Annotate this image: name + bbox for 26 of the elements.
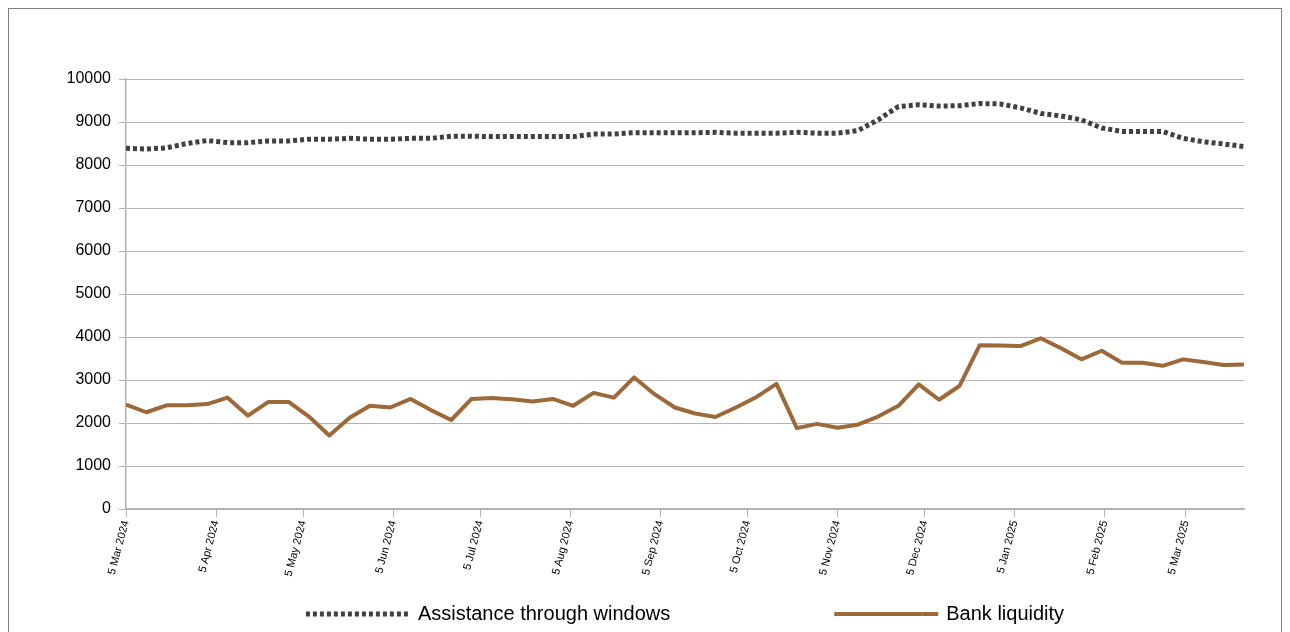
legend-label: Assistance through windows xyxy=(417,601,671,624)
x-tick-label: 5 Nov 2024 xyxy=(816,518,843,577)
x-tick-label: 5 May 2024 xyxy=(281,518,308,578)
x-tick-label: 5 Mar 2024 xyxy=(104,518,131,576)
x-tick-label: 5 Jul 2024 xyxy=(460,518,486,572)
y-tick-label: 6000 xyxy=(75,241,112,259)
y-tick-label: 5000 xyxy=(75,284,112,302)
legend-label: Bank liquidity xyxy=(946,601,1065,624)
y-tick-label: 1000 xyxy=(75,456,112,474)
x-tick-label: 5 Aug 2024 xyxy=(549,518,576,576)
y-tick-label: 2000 xyxy=(75,413,112,431)
x-tick-label: 5 Jan 2025 xyxy=(993,518,1020,575)
x-tick-label: 5 Feb 2025 xyxy=(1083,518,1110,576)
x-tick-label: 5 Jun 2024 xyxy=(372,518,399,575)
x-tick-label: 5 Dec 2024 xyxy=(903,518,930,577)
x-tick-label: 5 Oct 2024 xyxy=(726,518,753,574)
x-tick-label: 5 Sep 2024 xyxy=(639,518,666,577)
y-tick-label: 8000 xyxy=(75,155,112,173)
y-tick-label: 4000 xyxy=(75,327,112,345)
y-tick-label: 7000 xyxy=(75,198,112,216)
y-tick-label: 3000 xyxy=(75,370,112,388)
y-tick-label: 0 xyxy=(102,499,112,517)
y-tick-label: 10000 xyxy=(66,69,112,87)
x-tick-label: 5 Apr 2024 xyxy=(195,518,221,574)
y-tick-label: 9000 xyxy=(75,112,112,130)
x-tick-label: 5 Mar 2025 xyxy=(1164,518,1191,576)
